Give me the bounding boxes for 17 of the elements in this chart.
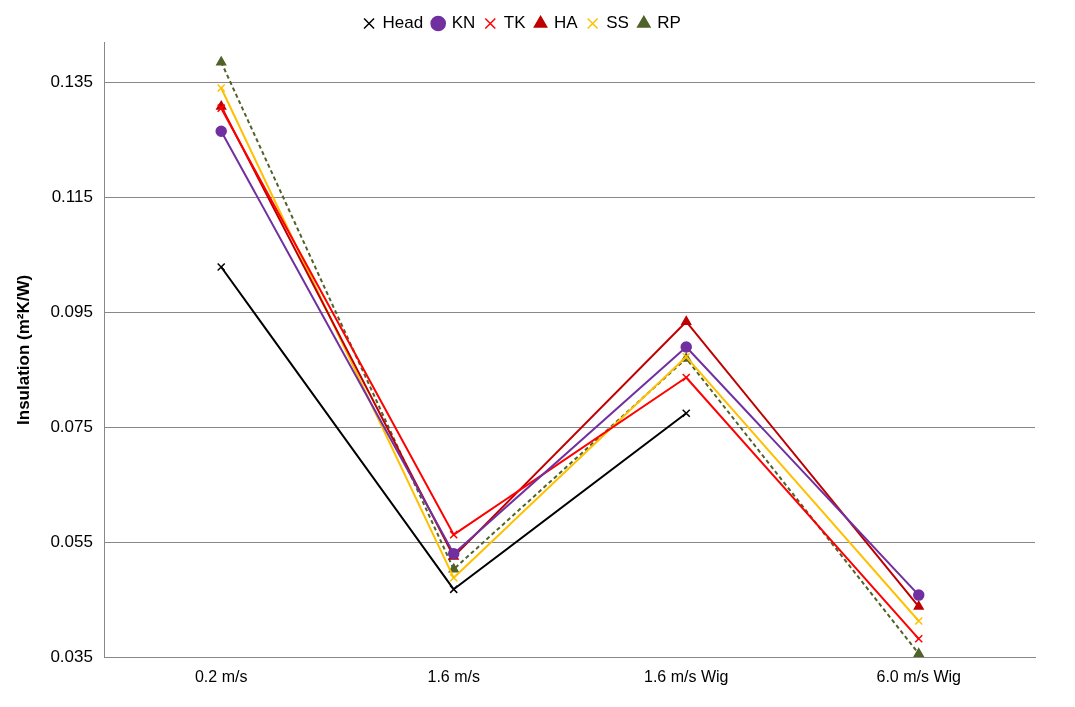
legend-label: SS xyxy=(606,13,629,33)
y-tick-label: 0.055 xyxy=(50,532,93,552)
legend-label: KN xyxy=(451,13,476,33)
y-tick-label: 0.135 xyxy=(50,71,93,91)
y-tick-label: 0.035 xyxy=(50,647,93,667)
x-tick-label: 6.0 m/s Wig xyxy=(876,667,961,685)
y-axis-title: Insulation (m²K/W) xyxy=(13,274,33,425)
x-tick-label: 0.2 m/s xyxy=(194,667,248,685)
legend-label: TK xyxy=(503,13,527,33)
x-tick-label: 1.6 m/s Wig xyxy=(643,667,729,685)
y-tick-label: 0.095 xyxy=(50,302,93,322)
legend-label: RP xyxy=(657,13,681,33)
legend-label: HA xyxy=(554,13,579,33)
x-tick-label: 1.6 m/s xyxy=(427,667,480,685)
legend-label: Head xyxy=(382,13,424,33)
y-tick-label: 0.115 xyxy=(51,187,93,207)
y-tick-label: 0.075 xyxy=(50,417,93,437)
